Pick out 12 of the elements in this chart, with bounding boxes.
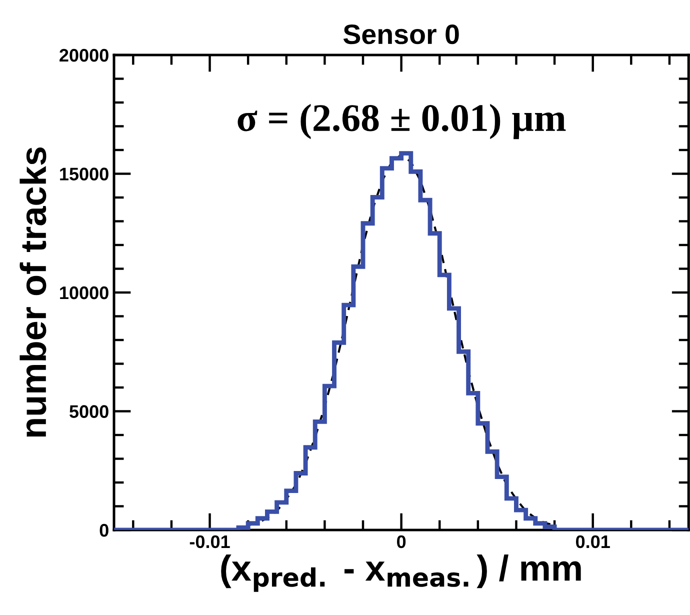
x-axis-title: (x$_{pred.}$ - x$_{meas.}$) / mm <box>221 554 581 592</box>
chart-title: Sensor 0 <box>343 24 459 44</box>
annotation: σ = (2.68 ± 0.01) µm <box>238 104 566 140</box>
y-tick-label: 5000 <box>70 405 108 418</box>
y-tick-label: 15000 <box>60 168 108 180</box>
y-axis-title: number of tracks <box>20 147 46 437</box>
y-tick-label: 20000 <box>60 48 108 62</box>
x-tick-label: 0.01 <box>576 535 610 548</box>
x-tick-label: -0.01 <box>190 535 230 548</box>
y-tick-label: 10000 <box>60 286 108 300</box>
y-tick-label: 0 <box>100 524 108 537</box>
x-tick-label: 0 <box>397 535 406 548</box>
